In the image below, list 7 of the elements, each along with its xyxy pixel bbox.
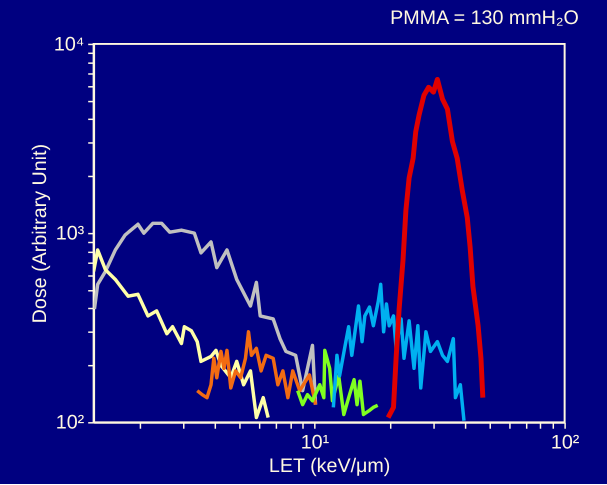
- y-axis-title: Dose (Arbitrary Unit): [28, 144, 51, 324]
- y-tick-label: 10³: [56, 222, 85, 245]
- x-tick-label: 10¹: [300, 431, 330, 454]
- chart-title: PMMA = 130 mmH₂O: [390, 7, 579, 30]
- y-tick-label: 10²: [56, 412, 85, 434]
- y-tick-label: 10⁴: [54, 33, 84, 56]
- x-axis-title: LET (keV/μm): [268, 455, 390, 478]
